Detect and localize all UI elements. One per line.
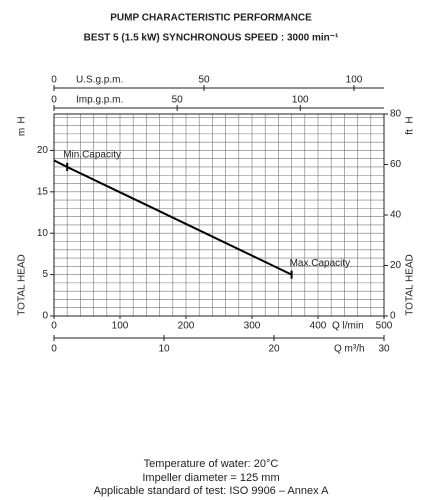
extra-x-tick-label: 30 — [378, 344, 390, 355]
extra-x-tick-label: 50 — [198, 75, 210, 86]
x-tick-label: 300 — [244, 321, 261, 332]
y2-tick-label: 0 — [390, 311, 396, 322]
y2-tick-label: 60 — [390, 159, 402, 170]
y-tick-label: 5 — [42, 269, 48, 280]
y-tick-label: 15 — [37, 186, 49, 197]
annotation: Max.Capacity — [290, 258, 351, 269]
y2-tick-label: 80 — [390, 109, 402, 120]
y-axis-title: TOTAL HEAD — [17, 254, 28, 316]
extra-x-tick-label: 10 — [158, 344, 170, 355]
y2-symbol: H — [405, 116, 416, 123]
y2-tick-label: 40 — [390, 210, 402, 221]
y-tick-label: 10 — [37, 228, 49, 239]
note: Impeller diameter = 125 mm — [142, 472, 279, 484]
y2-tick-label: 20 — [390, 260, 402, 271]
y-tick-label: 20 — [37, 145, 49, 156]
extra-x-tick-label: 100 — [346, 75, 363, 86]
extra-x-tick-label: 0 — [51, 75, 57, 86]
chart-subtitle: BEST 5 (1.5 kW) SYNCHRONOUS SPEED : 3000… — [84, 33, 339, 44]
y-symbol: H — [17, 116, 28, 123]
x-tick-label: 200 — [178, 321, 195, 332]
extra-x-tick-label: 100 — [292, 95, 309, 106]
x-tick-label: 400 — [310, 321, 327, 332]
extra-x-tick-label: 0 — [51, 95, 57, 106]
extra-x-tick-label: 0 — [51, 344, 57, 355]
plot-frame — [53, 113, 385, 317]
x-tick-label: 0 — [51, 321, 57, 332]
extra-x-tick-label: 20 — [268, 344, 280, 355]
extra-x-tick-label: 50 — [172, 95, 184, 106]
note: Applicable standard of test: ISO 9906 – … — [94, 485, 329, 497]
x-tick-label: 500 — [376, 321, 393, 332]
extra-axis-title: U.S.g.p.m. — [76, 75, 123, 86]
extra-axis-title: Q m³/h — [334, 344, 365, 355]
y2-axis-title: TOTAL HEAD — [405, 254, 416, 316]
extra-axis-title: Imp.g.p.m. — [76, 95, 123, 106]
y-unit: m — [17, 128, 28, 136]
x-tick-label: 100 — [112, 321, 129, 332]
y2-unit: ft — [405, 129, 416, 135]
note: Temperature of water: 20°C — [144, 458, 279, 470]
x-axis-title: Q l/min — [332, 321, 364, 332]
annotation: Min.Capacity — [63, 150, 121, 161]
y-tick-label: 0 — [42, 311, 48, 322]
chart-title: PUMP CHARACTERISTIC PERFORMANCE — [110, 13, 312, 24]
